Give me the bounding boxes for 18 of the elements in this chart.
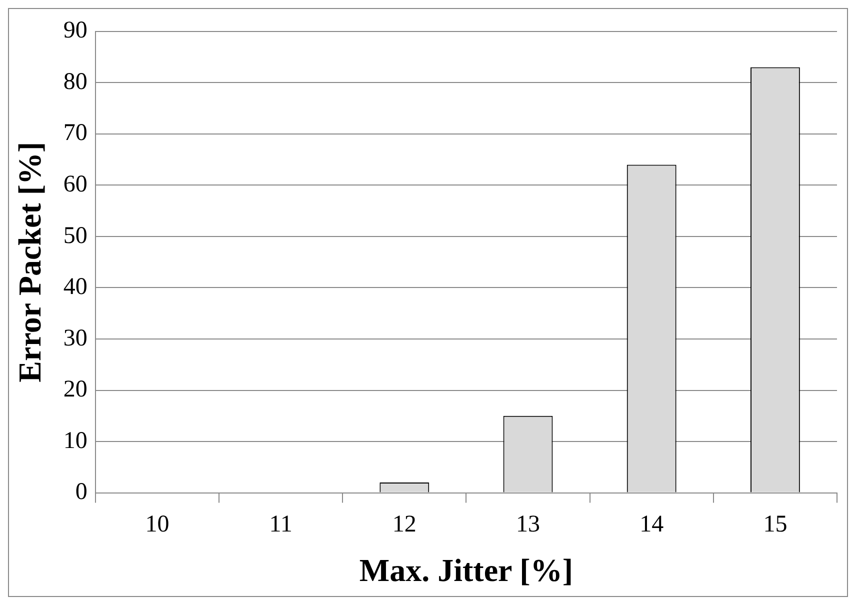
y-tick-label: 10	[63, 428, 88, 454]
y-tick-label: 40	[63, 274, 88, 300]
y-tick-label: 90	[63, 18, 88, 44]
y-axis-title: Error Packet [%]	[11, 142, 48, 382]
x-tick-label: 12	[392, 511, 416, 538]
x-tick-label: 10	[145, 511, 170, 538]
y-tick-label: 30	[63, 325, 88, 352]
y-tick-label: 0	[75, 479, 88, 506]
x-tick-label: 15	[763, 511, 788, 538]
y-tick-label: 70	[63, 120, 88, 146]
x-tick-label: 14	[640, 511, 664, 538]
x-tick-label: 13	[516, 511, 540, 538]
y-tick-label: 20	[63, 376, 88, 403]
y-tick-label: 50	[63, 222, 88, 249]
x-tick-label: 11	[269, 511, 292, 538]
y-tick-label: 80	[63, 68, 88, 95]
x-axis-title: Max. Jitter [%]	[359, 552, 573, 588]
y-tick-label: 60	[63, 171, 88, 198]
